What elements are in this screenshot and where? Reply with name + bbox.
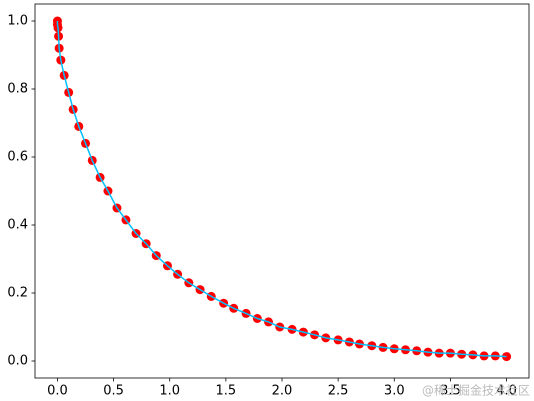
x-tick-label: 1.0 [159,384,180,399]
x-tick-label: 3.0 [384,384,405,399]
y-tick-label: 0.2 [7,286,28,301]
x-tick-label: 0.5 [103,384,124,399]
y-tick-label: 1.0 [7,14,28,29]
line [56,21,507,358]
x-tick-label: 4.0 [496,384,517,399]
x-tick-label: 2.0 [272,384,293,399]
y-tick-label: 0.8 [7,82,28,97]
x-tick-label: 3.5 [440,384,461,399]
y-tick-label: 0.4 [7,218,28,233]
watermark: @稀土掘金技术社区 [422,383,530,398]
x-tick-label: 0.0 [47,384,68,399]
y-tick-label: 0.6 [7,150,28,165]
y-tick-label: 0.0 [7,354,28,369]
x-tick-label: 1.5 [216,384,237,399]
plot-frame [34,3,530,379]
x-tick-label: 2.5 [328,384,349,399]
